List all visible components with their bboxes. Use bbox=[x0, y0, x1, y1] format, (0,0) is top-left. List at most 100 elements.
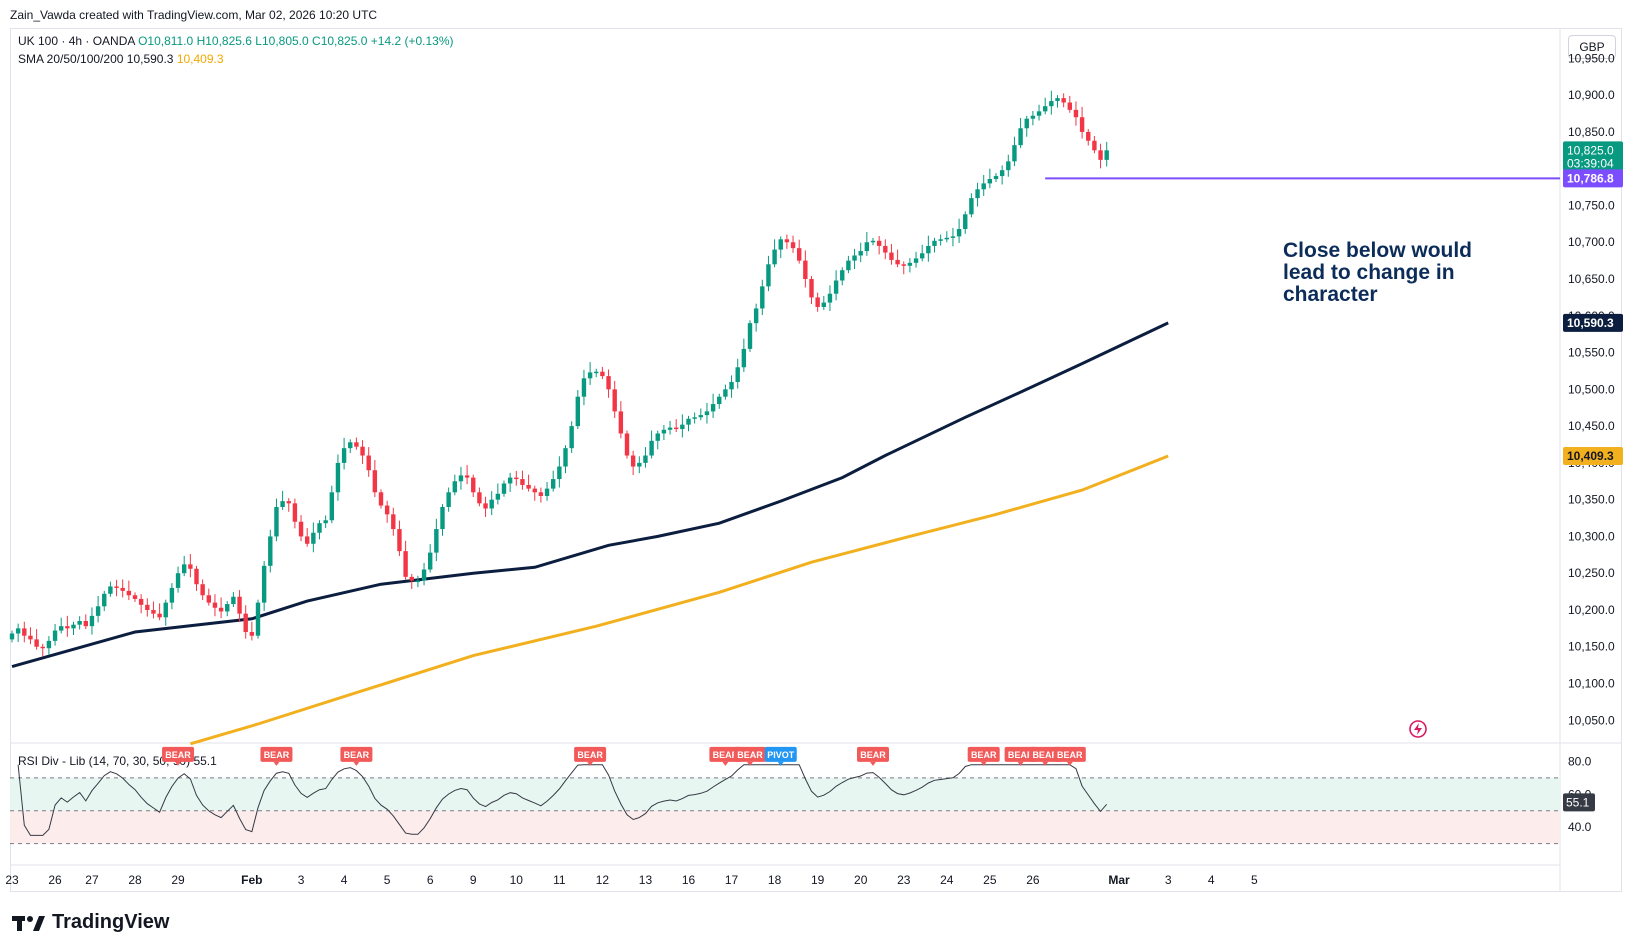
candle[interactable] bbox=[428, 552, 433, 570]
candle[interactable] bbox=[391, 514, 396, 530]
candle[interactable] bbox=[280, 501, 285, 508]
candle[interactable] bbox=[1086, 131, 1091, 141]
signal-label[interactable]: BEAR bbox=[860, 750, 886, 760]
signal-label[interactable]: BEAR bbox=[344, 750, 370, 760]
candle[interactable] bbox=[821, 302, 826, 307]
candle[interactable] bbox=[489, 499, 494, 509]
candle[interactable] bbox=[772, 249, 777, 265]
candle[interactable] bbox=[89, 615, 95, 627]
signal-label[interactable]: BEAR bbox=[165, 750, 191, 760]
candle[interactable] bbox=[317, 523, 322, 533]
candle[interactable] bbox=[704, 411, 710, 416]
candle[interactable] bbox=[667, 427, 673, 430]
candle[interactable] bbox=[987, 179, 993, 184]
candle[interactable] bbox=[360, 446, 365, 456]
time-axis[interactable]: 23 26 27 28 29 Feb 3 4 5 6 9 10 11 12 13 16 17 18 19 20 23 24… bbox=[5, 873, 1258, 887]
candle[interactable] bbox=[77, 621, 82, 625]
candle[interactable] bbox=[698, 415, 703, 418]
candle[interactable] bbox=[784, 239, 790, 243]
candle[interactable] bbox=[717, 396, 722, 405]
candle[interactable] bbox=[1067, 102, 1072, 110]
candle[interactable] bbox=[452, 481, 457, 493]
candle[interactable] bbox=[348, 442, 353, 449]
candle[interactable] bbox=[581, 378, 587, 397]
candle[interactable] bbox=[563, 448, 568, 467]
candle[interactable] bbox=[870, 240, 876, 243]
signal-label[interactable]: BEAR bbox=[577, 750, 603, 760]
candle[interactable] bbox=[723, 389, 728, 397]
candle[interactable] bbox=[9, 633, 15, 640]
candle[interactable] bbox=[889, 252, 894, 260]
candle[interactable] bbox=[956, 229, 962, 237]
candle[interactable] bbox=[34, 639, 39, 647]
replay-icon[interactable] bbox=[1409, 720, 1427, 738]
candle[interactable] bbox=[895, 259, 900, 265]
candle[interactable] bbox=[637, 462, 642, 467]
candle[interactable] bbox=[268, 536, 273, 566]
candle[interactable] bbox=[446, 492, 451, 508]
candle[interactable] bbox=[440, 507, 445, 530]
candle[interactable] bbox=[83, 621, 88, 627]
candle[interactable] bbox=[114, 586, 119, 588]
candle[interactable] bbox=[655, 433, 660, 441]
candle[interactable] bbox=[803, 260, 808, 280]
candle[interactable] bbox=[1018, 128, 1023, 146]
candle[interactable] bbox=[926, 245, 931, 254]
candle[interactable] bbox=[384, 505, 390, 515]
candle[interactable] bbox=[643, 455, 648, 463]
candle[interactable] bbox=[200, 584, 205, 596]
price-axis[interactable]: 10,950.010,900.010,850.010,800.010,750.0… bbox=[1568, 51, 1615, 727]
candle[interactable] bbox=[323, 520, 328, 524]
candle[interactable] bbox=[532, 488, 537, 493]
candle[interactable] bbox=[938, 239, 943, 241]
candle[interactable] bbox=[71, 624, 76, 629]
candle[interactable] bbox=[1024, 118, 1029, 129]
candle[interactable] bbox=[710, 404, 716, 412]
signal-label[interactable]: BEAR bbox=[1032, 750, 1058, 760]
candle[interactable] bbox=[544, 488, 550, 496]
candle[interactable] bbox=[471, 477, 476, 493]
candle[interactable] bbox=[1043, 106, 1048, 112]
candle[interactable] bbox=[243, 613, 248, 633]
candle[interactable] bbox=[46, 640, 52, 649]
candle[interactable] bbox=[624, 433, 630, 456]
candle[interactable] bbox=[840, 270, 845, 281]
candle[interactable] bbox=[569, 426, 574, 449]
candle[interactable] bbox=[932, 240, 937, 246]
candle[interactable] bbox=[833, 280, 839, 294]
candle[interactable] bbox=[797, 248, 802, 261]
candle[interactable] bbox=[920, 253, 925, 259]
candle[interactable] bbox=[138, 598, 144, 605]
candle[interactable] bbox=[403, 551, 408, 577]
candle[interactable] bbox=[778, 239, 783, 250]
candle[interactable] bbox=[618, 411, 624, 434]
candle[interactable] bbox=[790, 242, 796, 249]
candle[interactable] bbox=[827, 293, 833, 303]
candle[interactable] bbox=[286, 501, 291, 504]
candle[interactable] bbox=[1055, 98, 1060, 102]
candle[interactable] bbox=[901, 264, 906, 266]
candle[interactable] bbox=[815, 297, 820, 307]
candle[interactable] bbox=[194, 568, 199, 585]
signal-label[interactable]: BEAR bbox=[264, 750, 290, 760]
candle[interactable] bbox=[876, 240, 882, 246]
candle[interactable] bbox=[261, 565, 267, 603]
candle[interactable] bbox=[292, 503, 298, 522]
candle[interactable] bbox=[981, 183, 986, 190]
signal-label[interactable]: BEAR bbox=[1008, 750, 1034, 760]
candle[interactable] bbox=[15, 628, 21, 634]
candle[interactable] bbox=[993, 176, 999, 179]
candle[interactable] bbox=[298, 521, 304, 537]
candle[interactable] bbox=[501, 483, 507, 494]
candle[interactable] bbox=[274, 507, 279, 537]
candle[interactable] bbox=[237, 596, 242, 614]
candle[interactable] bbox=[649, 440, 654, 456]
symbol-legend[interactable]: UK 100 · 4h · OANDA O10,811.0 H10,825.6 … bbox=[18, 34, 454, 48]
candle[interactable] bbox=[255, 602, 261, 636]
candle[interactable] bbox=[218, 607, 224, 612]
candle[interactable] bbox=[1079, 117, 1085, 132]
candle[interactable] bbox=[963, 214, 968, 230]
candle[interactable] bbox=[883, 245, 888, 253]
candle[interactable] bbox=[606, 376, 611, 390]
